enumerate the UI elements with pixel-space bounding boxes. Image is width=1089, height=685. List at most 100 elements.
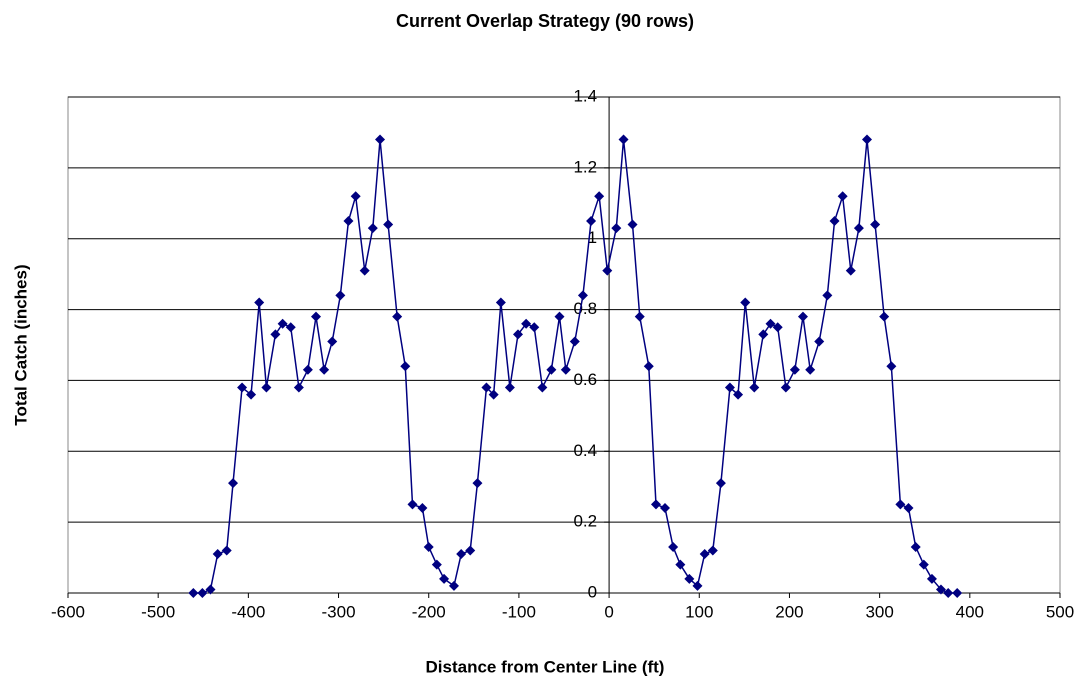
data-point	[521, 318, 532, 329]
data-point	[668, 541, 679, 552]
data-point	[789, 364, 800, 375]
data-point	[935, 584, 946, 595]
data-point	[311, 311, 321, 322]
data-point	[472, 478, 483, 489]
data-point	[814, 336, 825, 347]
data-point	[188, 588, 199, 598]
data-point	[586, 216, 597, 226]
data-point	[417, 502, 428, 513]
data-point	[918, 559, 929, 570]
data-point	[724, 382, 735, 393]
data-point	[740, 297, 751, 308]
data-point	[660, 502, 671, 513]
y-axis-title: Total Catch (inches)	[11, 264, 30, 425]
data-point	[431, 559, 442, 570]
x-tick-label: -100	[502, 602, 536, 621]
x-tick-label: 300	[865, 602, 893, 621]
y-tick-label: 1	[588, 228, 597, 247]
data-point	[504, 382, 515, 393]
x-tick-label: 400	[956, 602, 984, 621]
data-point	[261, 382, 272, 393]
data-point	[392, 311, 403, 322]
data-point	[853, 223, 864, 234]
data-point	[684, 573, 695, 584]
data-point	[293, 382, 304, 393]
x-axis-title: Distance from Center Line (ft)	[426, 657, 665, 676]
data-point	[237, 382, 248, 393]
data-point	[495, 297, 506, 308]
data-point	[400, 361, 411, 372]
y-tick-label: 0.6	[573, 370, 597, 389]
data-point	[350, 191, 361, 202]
data-point	[197, 588, 208, 598]
data-point	[952, 588, 963, 598]
x-tick-label: 200	[775, 602, 803, 621]
data-point	[228, 478, 239, 489]
x-tick-label: -200	[412, 602, 446, 621]
data-point	[560, 364, 571, 375]
data-point	[837, 191, 848, 202]
data-point	[879, 311, 890, 322]
y-tick-label: 0.4	[573, 441, 597, 460]
data-point	[302, 364, 313, 375]
data-point	[448, 580, 459, 591]
data-point	[546, 364, 557, 375]
y-tick-label: 0	[588, 582, 597, 601]
data-point	[797, 311, 808, 322]
data-point	[895, 499, 906, 510]
data-point	[715, 478, 726, 489]
data-point	[367, 223, 378, 234]
data-point	[611, 223, 622, 234]
data-point	[423, 541, 434, 552]
data-point	[903, 502, 914, 513]
data-point	[205, 584, 216, 595]
data-point	[886, 361, 897, 372]
data-point	[749, 382, 760, 393]
x-tick-label: -600	[51, 602, 85, 621]
data-point	[407, 499, 418, 510]
x-tick-label: 0	[604, 602, 613, 621]
data-point	[772, 322, 783, 333]
data-point	[529, 322, 540, 333]
data-point	[675, 559, 686, 570]
data-point	[569, 336, 580, 347]
data-point	[439, 573, 450, 584]
data-point	[212, 549, 223, 560]
data-point	[327, 336, 338, 347]
x-tick-label: 500	[1046, 602, 1074, 621]
data-point	[765, 318, 776, 329]
data-point	[943, 588, 954, 598]
data-point	[692, 580, 703, 591]
data-point	[650, 499, 661, 510]
data-point	[643, 361, 654, 372]
data-point	[359, 265, 370, 276]
data-point	[319, 364, 330, 375]
y-tick-label: 1.2	[573, 157, 597, 176]
data-point	[375, 134, 386, 145]
data-point	[554, 311, 565, 322]
data-point	[805, 364, 816, 375]
data-point	[699, 549, 710, 560]
data-point	[758, 329, 769, 340]
data-point	[270, 329, 281, 340]
data-point	[481, 382, 492, 393]
data-point	[594, 191, 605, 202]
data-point	[862, 134, 873, 145]
x-tick-label: 100	[685, 602, 713, 621]
x-tick-label: -300	[322, 602, 356, 621]
data-point	[829, 216, 840, 226]
data-point	[456, 549, 467, 560]
data-point	[910, 541, 921, 552]
chart-title: Current Overlap Strategy (90 rows)	[396, 11, 694, 31]
x-tick-label: -500	[141, 602, 175, 621]
data-point	[513, 329, 524, 340]
data-point	[634, 311, 645, 322]
data-point	[383, 219, 394, 230]
data-point	[335, 290, 346, 301]
data-point	[488, 389, 499, 400]
data-point	[926, 573, 937, 584]
y-tick-label: 0.8	[573, 299, 597, 318]
data-point	[618, 134, 629, 145]
data-point	[537, 382, 548, 393]
